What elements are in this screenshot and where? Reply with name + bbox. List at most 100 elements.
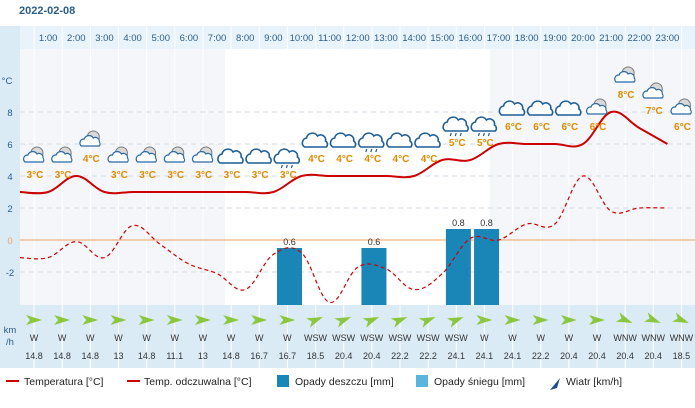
temperature-label: 5°C <box>477 138 494 149</box>
sun-cloud-icon <box>107 146 129 163</box>
wind-direction-label: W <box>142 333 151 343</box>
temperature-label: 6°C <box>590 122 607 133</box>
cloud-drizzle-icon <box>470 116 498 137</box>
wind-speed-label: 16.7 <box>279 351 297 361</box>
temperature-label: 3°C <box>139 170 156 181</box>
wind-arrow-icon <box>504 315 521 325</box>
wind-speed-label: 13 <box>198 351 208 361</box>
hour-label: 22:00 <box>627 33 651 44</box>
hour-label: 15:00 <box>430 33 454 44</box>
wind-direction-label: WSW <box>445 333 468 343</box>
wind-arrow-icon <box>560 315 577 325</box>
wind-panel <box>20 305 695 368</box>
cloud-drizzle-icon <box>442 116 469 137</box>
wind-arrow-icon <box>589 315 605 325</box>
temperature-label: 3°C <box>196 170 213 181</box>
temperature-label: 4°C <box>421 154 438 165</box>
wind-arrow-icon <box>476 315 493 325</box>
rain-bar <box>277 248 302 305</box>
hour-label: 1:00 <box>39 33 58 44</box>
wind-arrow-icon <box>251 315 268 325</box>
temperature-label: 3°C <box>111 170 128 181</box>
rain-bar <box>361 248 387 305</box>
wind-arrow-icon <box>390 317 408 328</box>
hour-label: 6:00 <box>180 33 199 44</box>
temperature-label: 3°C <box>27 170 44 181</box>
cloud-icon <box>386 132 413 148</box>
temperature-label: 3°C <box>224 170 241 181</box>
wind-speed-label: 16.7 <box>250 351 268 361</box>
wind-arrow-icon <box>82 315 99 325</box>
wind-speed-label: 24.1 <box>476 351 494 361</box>
temperature-label: 4°C <box>308 154 325 165</box>
wind-arrow-icon <box>418 317 436 328</box>
wind-direction-label: W <box>30 333 39 343</box>
wind-direction-label: W <box>114 333 123 343</box>
hour-label: 7:00 <box>208 33 227 44</box>
wind-direction-label: WSW <box>332 333 355 343</box>
sun-cloud-icon <box>586 98 608 115</box>
hour-label: 18:00 <box>515 33 539 44</box>
wind-speed-label: 14.8 <box>222 351 240 361</box>
wind-direction-label: WNW <box>642 333 666 343</box>
wind-direction-label: W <box>199 333 208 343</box>
wind-speed-label: 14.8 <box>138 351 156 361</box>
wind-direction-label: W <box>86 333 95 343</box>
wind-arrow-icon <box>138 315 155 325</box>
sun-cloud-icon <box>163 146 186 163</box>
y-tick-label: 8 <box>7 108 12 119</box>
hour-label: 11:00 <box>318 33 341 44</box>
wind-direction-label: W <box>565 333 574 343</box>
cloud-icon <box>526 100 554 116</box>
legend-wind-icon <box>550 378 560 390</box>
legend-snow-swatch <box>416 375 428 387</box>
wind-direction-label: W <box>227 333 236 343</box>
wind-arrow-icon <box>223 315 240 325</box>
hour-label: 5:00 <box>152 33 171 44</box>
y-axis-unit: °C <box>2 76 13 87</box>
wind-direction-label: W <box>593 333 602 343</box>
temperature-label: 3°C <box>280 170 297 181</box>
wind-direction-label: W <box>283 333 292 343</box>
rain-value-label: 0.6 <box>368 237 381 247</box>
sun-cloud-icon <box>614 66 636 83</box>
wind-speed-label: 20.4 <box>645 351 663 361</box>
hour-label: 21:00 <box>599 33 623 44</box>
wind-unit-km: km <box>4 325 17 336</box>
hour-label: 3:00 <box>95 33 114 44</box>
cloud-icon <box>245 148 272 164</box>
temperature-label: 7°C <box>646 106 663 117</box>
temperature-label: 6°C <box>505 122 522 133</box>
wind-speed-label: 14.8 <box>82 351 100 361</box>
y-tick-label: -2 <box>6 268 14 279</box>
legend-feels-like-label: Temp. odczuwalna [°C] <box>144 376 252 388</box>
wind-arrow-icon <box>362 317 380 328</box>
sun-cloud-icon <box>135 146 157 163</box>
wind-speed-label: 24.1 <box>504 351 522 361</box>
sun-cloud-icon <box>191 146 214 163</box>
sun-cloud-icon <box>51 146 73 163</box>
sun-cloud-icon <box>670 98 692 115</box>
feels-like-line <box>19 175 668 304</box>
temperature-label: 8°C <box>618 90 635 101</box>
legend-rain-label: Opady deszczu [mm] <box>295 376 394 388</box>
sun-cloud-icon <box>642 82 664 99</box>
hour-label: 4:00 <box>123 33 142 44</box>
sun-cloud-icon <box>79 130 101 147</box>
wind-speed-label: 14.8 <box>53 351 71 361</box>
cloud-icon <box>301 132 329 148</box>
cloud-icon <box>554 100 582 116</box>
y-axis-panel <box>0 26 20 368</box>
wind-direction-label: WSW <box>360 333 383 343</box>
wind-direction-label: WSW <box>417 333 440 343</box>
wind-speed-label: 20.4 <box>560 351 578 361</box>
cloud-icon <box>414 132 441 148</box>
temperature-label: 4°C <box>336 154 353 165</box>
cloud-icon <box>498 100 526 116</box>
wind-arrow-icon <box>110 315 127 325</box>
cloud-drizzle-icon <box>273 148 301 169</box>
hour-label: 23:00 <box>656 33 680 44</box>
wind-direction-label: WNW <box>613 333 637 343</box>
hour-label: 13:00 <box>374 33 398 44</box>
y-tick-label: 2 <box>7 204 12 215</box>
